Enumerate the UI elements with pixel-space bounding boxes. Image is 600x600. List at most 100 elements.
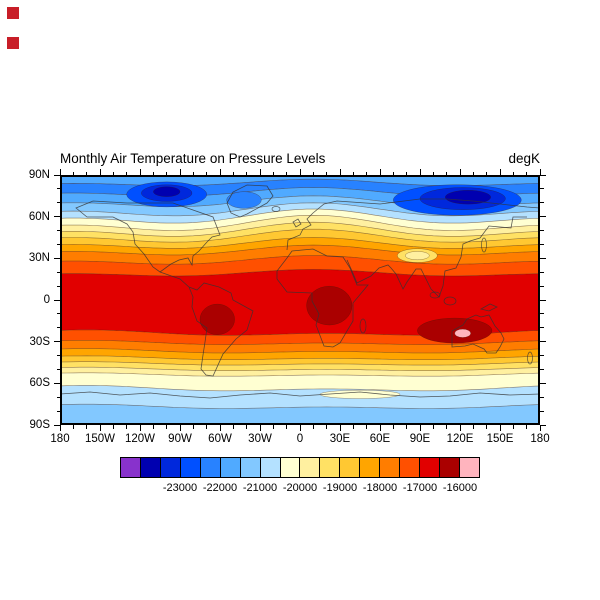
y-minor-tick xyxy=(540,410,544,412)
coastline-path xyxy=(276,248,369,348)
red-square-marker xyxy=(7,7,19,19)
x-minor-tick xyxy=(312,171,314,175)
contour-band xyxy=(60,367,540,377)
units-label: degK xyxy=(508,151,540,166)
colorbar-swatch xyxy=(379,457,401,478)
anomaly-canada-cold-core xyxy=(153,186,181,197)
coastline-path xyxy=(479,303,498,312)
x-minor-tick xyxy=(446,171,448,175)
x-minor-tick xyxy=(272,171,274,175)
y-tick-label: 60S xyxy=(29,377,50,390)
colorbar-swatch xyxy=(439,457,460,478)
colorbar-label: -20000 xyxy=(282,482,318,494)
colorbar xyxy=(120,457,480,478)
colorbar-swatch xyxy=(239,457,261,478)
x-minor-tick xyxy=(392,425,394,429)
colorbar-swatch xyxy=(458,457,480,478)
y-tick-label: 90N xyxy=(28,169,50,181)
anomaly-africa-warm-core xyxy=(306,285,353,326)
x-minor-tick xyxy=(486,425,488,429)
coastline-path xyxy=(451,314,505,354)
contour-line xyxy=(60,348,540,354)
x-minor-tick xyxy=(352,425,354,429)
y-tick-label: 30N xyxy=(28,252,50,265)
x-minor-tick xyxy=(126,425,128,429)
x-minor-tick xyxy=(526,425,528,429)
y-major-tick xyxy=(540,174,546,176)
x-minor-tick xyxy=(86,425,88,429)
coastline-path xyxy=(159,271,254,377)
x-tick-label: 90E xyxy=(409,433,431,445)
x-minor-tick xyxy=(432,171,434,175)
x-major-tick xyxy=(539,169,541,175)
y-minor-tick xyxy=(540,285,544,287)
x-minor-tick xyxy=(72,425,74,429)
y-major-tick xyxy=(54,216,60,218)
island-outline xyxy=(271,206,281,212)
x-major-tick xyxy=(139,169,141,175)
contour-band xyxy=(60,340,540,353)
x-major-tick xyxy=(99,425,101,431)
anomaly-south-america-warm-core xyxy=(199,303,235,335)
x-minor-tick xyxy=(72,171,74,175)
coastline-path xyxy=(75,200,221,273)
contour-line xyxy=(60,269,540,277)
contour-line xyxy=(60,355,540,360)
colorbar-swatch xyxy=(419,457,440,478)
x-major-tick xyxy=(299,169,301,175)
x-minor-tick xyxy=(192,171,194,175)
contour-line xyxy=(60,340,540,345)
x-minor-tick xyxy=(472,425,474,429)
contour-band xyxy=(60,222,540,243)
y-minor-tick xyxy=(56,230,60,232)
contour-band xyxy=(60,269,540,336)
y-minor-tick xyxy=(56,396,60,398)
x-minor-tick xyxy=(152,425,154,429)
x-major-tick xyxy=(59,169,61,175)
y-minor-tick xyxy=(56,285,60,287)
coastline-path xyxy=(226,184,274,218)
x-minor-tick xyxy=(206,171,208,175)
colorbar-swatch xyxy=(199,457,221,478)
anomaly-siberia-cold-core xyxy=(445,190,491,205)
x-tick-label: 120E xyxy=(446,433,474,445)
x-minor-tick xyxy=(286,425,288,429)
colorbar-swatch xyxy=(219,457,241,478)
y-major-tick xyxy=(540,341,546,343)
x-minor-tick xyxy=(112,425,114,429)
x-minor-tick xyxy=(366,425,368,429)
x-tick-label: 150E xyxy=(486,433,514,445)
x-major-tick xyxy=(339,425,341,431)
x-minor-tick xyxy=(512,171,514,175)
map-layers xyxy=(60,175,540,425)
map-border xyxy=(60,175,540,425)
x-major-tick xyxy=(459,425,461,431)
plot-title: Monthly Air Temperature on Pressure Leve… xyxy=(60,151,326,166)
x-tick-label: 150W xyxy=(84,433,116,445)
y-tick-label: 30S xyxy=(29,335,50,348)
contour-band xyxy=(60,355,540,366)
contour-line xyxy=(60,255,540,265)
contour-line xyxy=(60,361,540,366)
x-major-tick xyxy=(299,425,301,431)
y-major-tick xyxy=(540,382,546,384)
x-major-tick xyxy=(179,169,181,175)
y-minor-tick xyxy=(56,271,60,273)
x-tick-label: 60E xyxy=(369,433,391,445)
x-minor-tick xyxy=(272,425,274,429)
y-minor-tick xyxy=(56,355,60,357)
y-major-tick xyxy=(540,424,546,426)
x-major-tick xyxy=(219,169,221,175)
colorbar-swatch xyxy=(359,457,381,478)
colorbar-swatch xyxy=(279,457,301,478)
colorbar-swatch xyxy=(179,457,201,478)
y-minor-tick xyxy=(540,230,544,232)
contour-band xyxy=(60,209,540,231)
coastline-path xyxy=(346,216,527,298)
coastline-path xyxy=(286,198,540,251)
y-major-tick xyxy=(54,299,60,301)
contour-line xyxy=(60,237,540,249)
contour-band xyxy=(60,385,540,409)
x-tick-label: 30E xyxy=(329,433,351,445)
x-major-tick xyxy=(379,425,381,431)
